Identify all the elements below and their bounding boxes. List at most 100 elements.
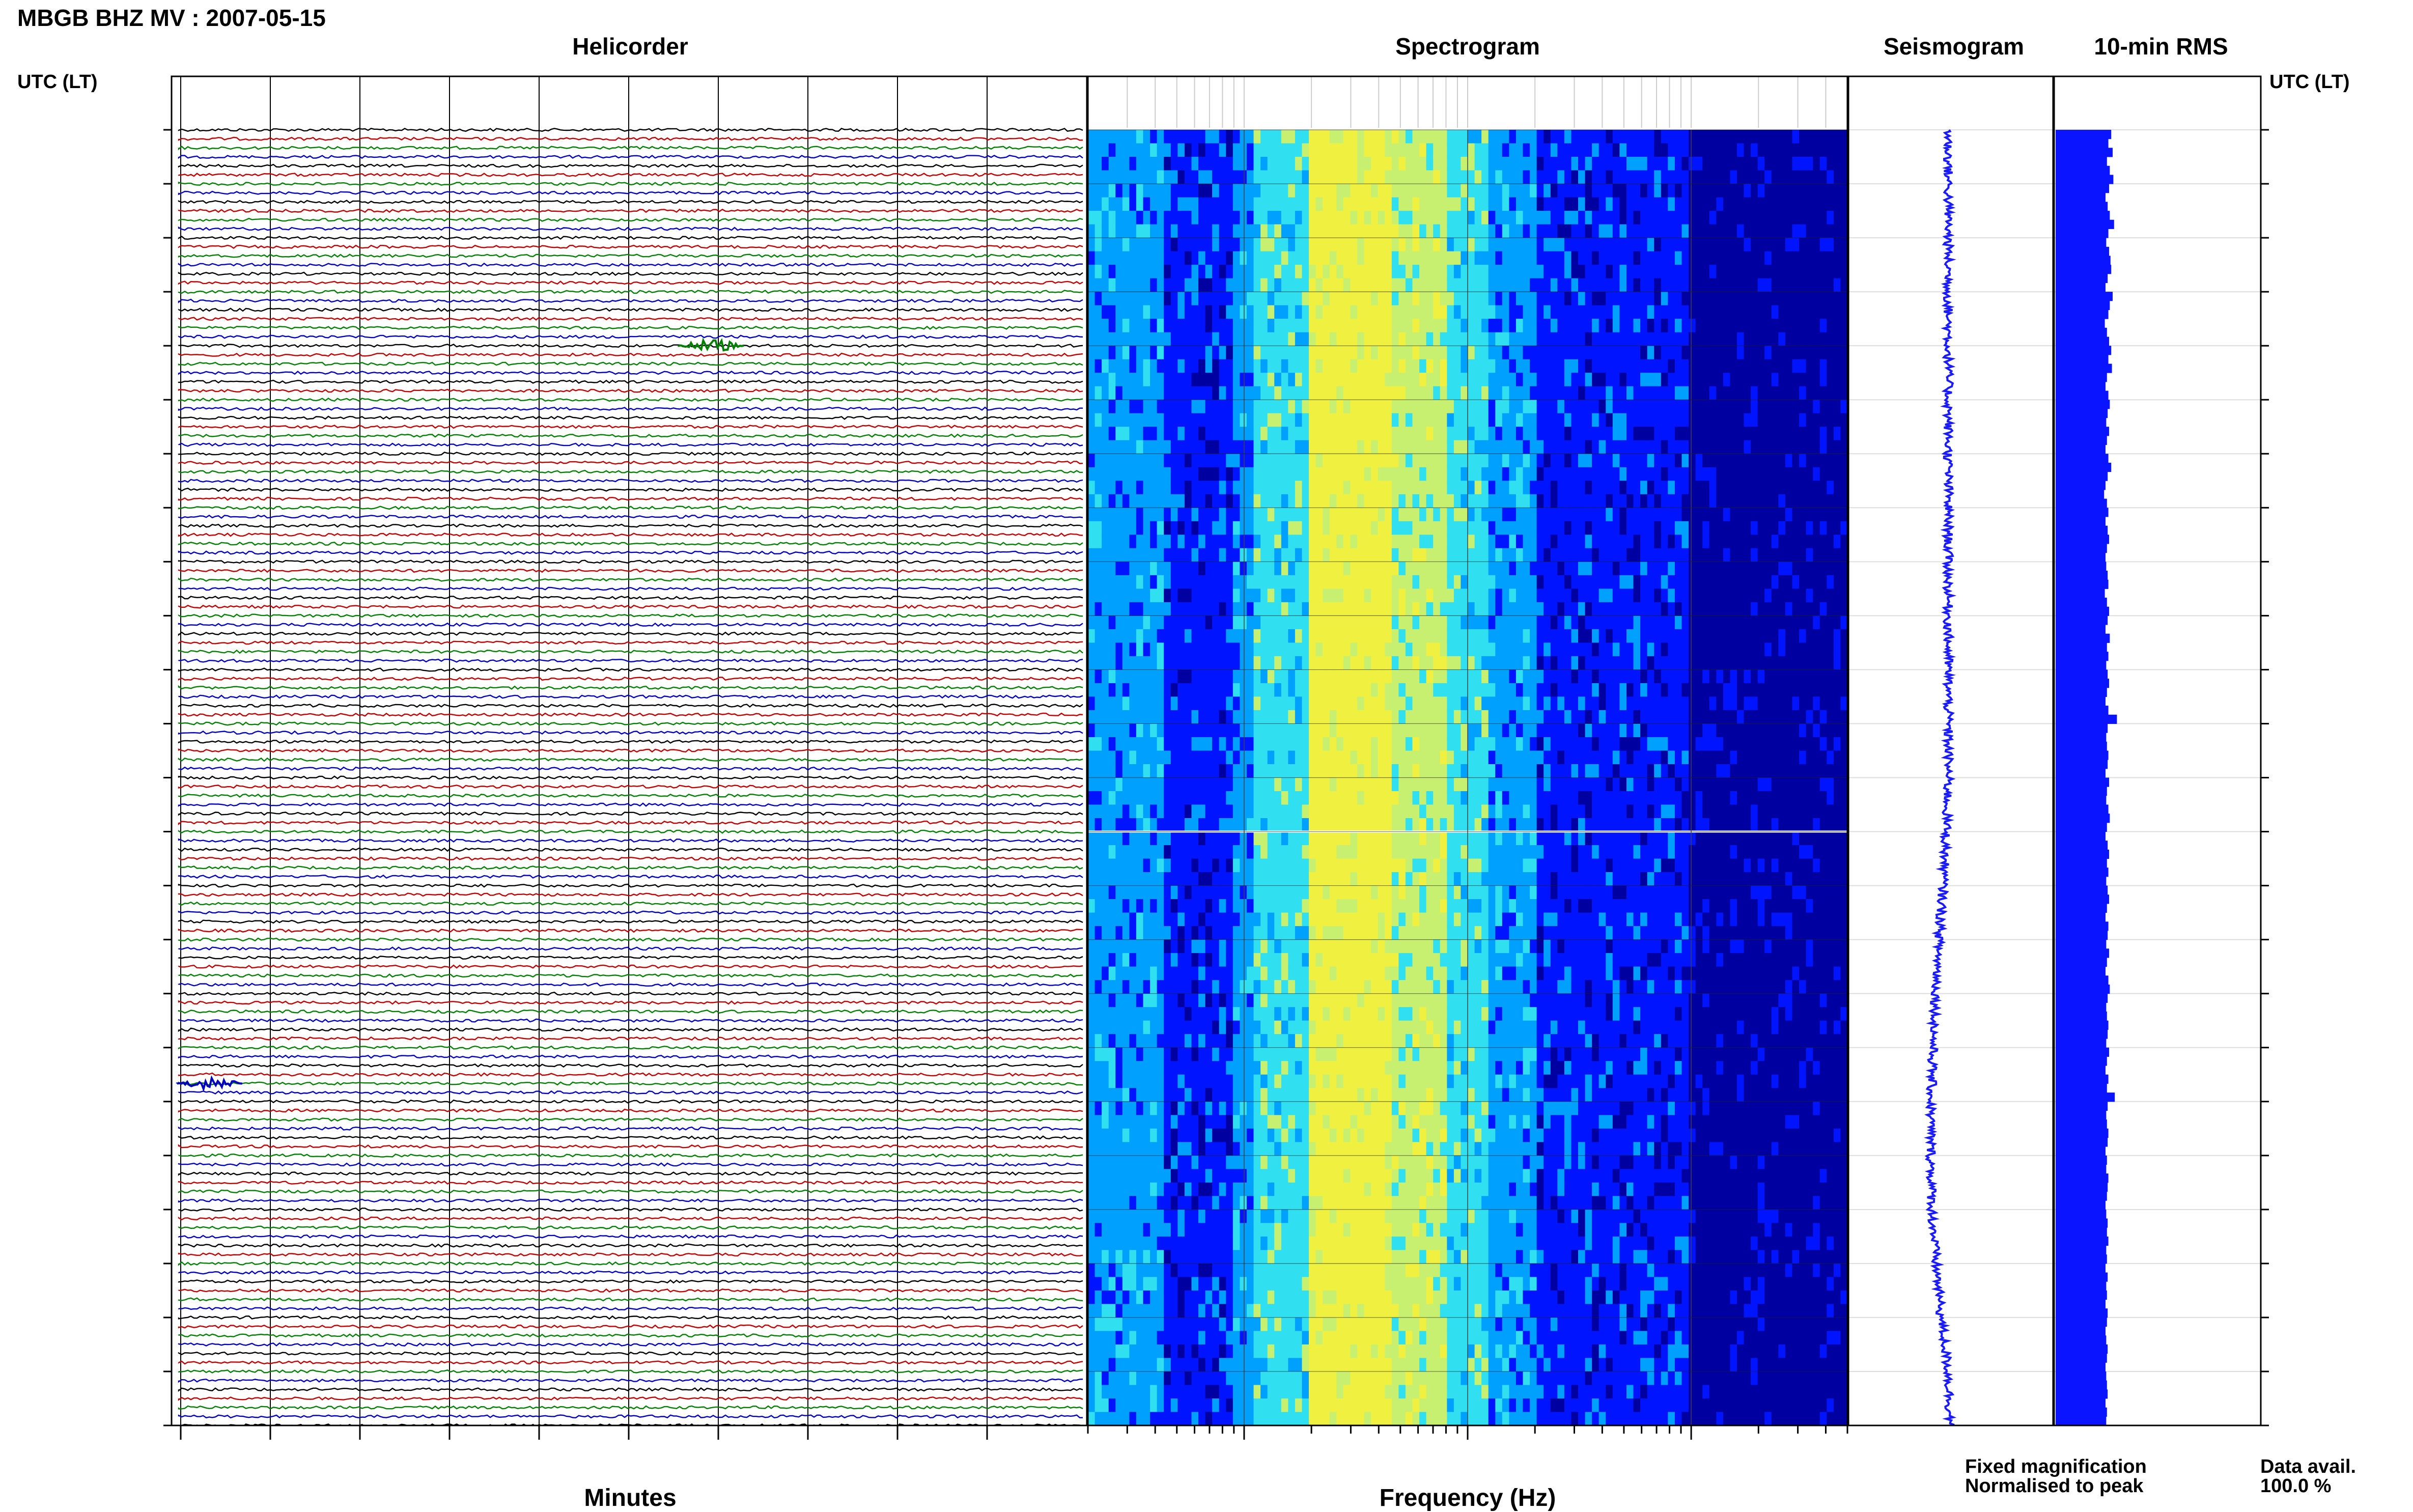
- spectrogram-cell: [1102, 1344, 1109, 1358]
- spectrogram-cell: [1143, 1398, 1151, 1413]
- spectrogram-cell: [1391, 1290, 1399, 1304]
- spectrogram-cell: [1232, 818, 1240, 832]
- spectrogram-cell: [1088, 1250, 1096, 1264]
- spectrogram-cell: [1433, 494, 1441, 508]
- spectrogram-cell: [1302, 642, 1309, 657]
- spectrogram-cell: [1108, 1142, 1116, 1156]
- spectrogram-cell: [1405, 1385, 1413, 1399]
- spectrogram-cell: [1329, 143, 1337, 157]
- spectrogram-cell: [1385, 1074, 1392, 1088]
- spectrogram-cell: [1136, 615, 1144, 630]
- spectrogram-cell: [1088, 1236, 1096, 1250]
- spectrogram-cell: [1102, 359, 1109, 373]
- spectrogram-cell: [1253, 278, 1261, 292]
- spectrogram-cell: [1088, 1142, 1096, 1156]
- spectrogram-cell: [1357, 912, 1365, 927]
- spectrogram-cell: [1129, 1317, 1137, 1331]
- spectrogram-cell: [1157, 427, 1164, 441]
- spectrogram-cell: [1157, 993, 1164, 1007]
- spectrogram-cell: [1288, 669, 1296, 684]
- spectrogram-cell: [1122, 238, 1130, 252]
- spectrogram-cell: [1440, 723, 1447, 738]
- spectrogram-cell: [1412, 1304, 1420, 1318]
- spectrogram-cell: [1129, 966, 1137, 981]
- spectrogram-cell: [1336, 629, 1344, 643]
- spectrogram-cell: [1129, 953, 1137, 967]
- spectrogram-cell: [1219, 737, 1226, 751]
- spectrogram-cell: [1136, 966, 1144, 981]
- spectrogram-cell: [1343, 548, 1351, 562]
- spectrogram-cell: [1191, 980, 1199, 994]
- spectrogram-cell: [1336, 535, 1344, 549]
- spectrogram-cell: [1184, 1250, 1192, 1264]
- spectrogram-cell: [1343, 1061, 1351, 1075]
- spectrogram-cell: [1329, 575, 1337, 589]
- spectrogram-cell: [1350, 980, 1358, 994]
- spectrogram-cell: [1108, 373, 1116, 387]
- spectrogram-cell: [1302, 764, 1309, 778]
- spectrogram-cell: [1419, 562, 1427, 576]
- spectrogram-cell: [1184, 481, 1192, 495]
- spectrogram-cell: [1302, 953, 1309, 967]
- spectrogram-cell: [1102, 1020, 1109, 1034]
- spectrogram-cell: [1157, 737, 1164, 751]
- spectrogram-cell: [1295, 332, 1303, 346]
- spectrogram-cell: [1336, 359, 1344, 373]
- spectrogram-cell: [1405, 346, 1413, 360]
- spectrogram-cell: [1315, 1290, 1323, 1304]
- spectrogram-cell: [1095, 1236, 1102, 1250]
- spectrogram-cell: [1433, 224, 1441, 238]
- spectrogram-cell: [1253, 1088, 1261, 1102]
- spectrogram-cell: [1405, 1398, 1413, 1413]
- spectrogram-cell: [1440, 305, 1447, 319]
- spectrogram-cell: [1350, 764, 1358, 778]
- spectrogram-cell: [1378, 1115, 1385, 1129]
- spectrogram-cell: [1440, 804, 1447, 819]
- spectrogram-cell: [1385, 467, 1392, 481]
- spectrogram-cell: [1405, 1358, 1413, 1372]
- spectrogram-cell: [1371, 1358, 1379, 1372]
- spectrogram-cell: [1219, 1061, 1226, 1075]
- spectrogram-cell: [1398, 211, 1406, 225]
- spectrogram-cell: [1136, 454, 1144, 468]
- spectrogram-cell: [1240, 1074, 1247, 1088]
- spectrogram-cell: [1288, 818, 1296, 832]
- spectrogram-cell: [1288, 1007, 1296, 1021]
- spectrogram-cell: [1378, 1344, 1385, 1358]
- spectrogram-cell: [1440, 373, 1447, 387]
- spectrogram-cell: [1309, 1020, 1316, 1034]
- spectrogram-cell: [1143, 373, 1151, 387]
- spectrogram-cell: [1405, 1034, 1413, 1048]
- spectrogram-cell: [1302, 562, 1309, 576]
- spectrogram-cell: [1198, 845, 1206, 859]
- spectrogram-cell: [1150, 980, 1158, 994]
- spectrogram-cell: [1412, 1236, 1420, 1250]
- spectrogram-cell: [1315, 723, 1323, 738]
- spectrogram-cell: [1219, 211, 1226, 225]
- spectrogram-cell: [1357, 1358, 1365, 1372]
- spectrogram-cell: [1281, 562, 1288, 576]
- spectrogram-cell: [1212, 1236, 1220, 1250]
- spectrogram-cell: [1247, 467, 1254, 481]
- spectrogram-cell: [1391, 1209, 1399, 1223]
- spectrogram-cell: [1102, 1223, 1109, 1237]
- spectrogram-cell: [1440, 750, 1447, 765]
- spectrogram-cell: [1419, 1007, 1427, 1021]
- spectrogram-cell: [1398, 413, 1406, 427]
- spectrogram-cell: [1364, 980, 1371, 994]
- spectrogram-cell: [1143, 1358, 1151, 1372]
- spectrogram-cell: [1323, 454, 1330, 468]
- spectrogram-cell: [1371, 629, 1379, 643]
- spectrogram-cell: [1343, 373, 1351, 387]
- spectrogram-cell: [1198, 1371, 1206, 1386]
- spectrogram-cell: [1191, 953, 1199, 967]
- spectrogram-cell: [1253, 750, 1261, 765]
- spectrogram-cell: [1198, 238, 1206, 252]
- spectrogram-cell: [1274, 1304, 1282, 1318]
- spectrogram-cell: [1405, 1196, 1413, 1210]
- spectrogram-cell: [1288, 1358, 1296, 1372]
- spectrogram-cell: [1129, 305, 1137, 319]
- spectrogram-cell: [1343, 184, 1351, 198]
- spectrogram-cell: [1102, 993, 1109, 1007]
- spectrogram-cell: [1115, 629, 1123, 643]
